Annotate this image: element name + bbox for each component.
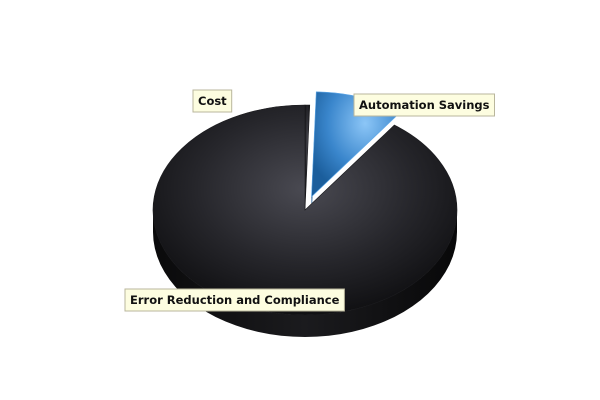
pie-slice-cost <box>304 104 311 211</box>
data-label-text: Error Reduction and Compliance <box>130 293 340 307</box>
data-label-box <box>353 93 495 117</box>
data-label-text: Cost <box>198 94 227 108</box>
data-label-cost: Cost <box>192 89 233 113</box>
data-label-text: Automation Savings <box>359 98 490 112</box>
pie-slice-error-reduction-and-compliance <box>152 104 458 316</box>
pie-tops <box>152 91 458 316</box>
pie-callouts: Cost Automation Savings Error Reduction an… <box>124 89 495 312</box>
data-label-box <box>192 89 233 113</box>
data-label-box <box>124 288 345 312</box>
data-label-automation-savings: Automation Savings <box>353 93 495 117</box>
data-label-error-reduction-and-compliance: Error Reduction and Compliance <box>124 288 345 312</box>
